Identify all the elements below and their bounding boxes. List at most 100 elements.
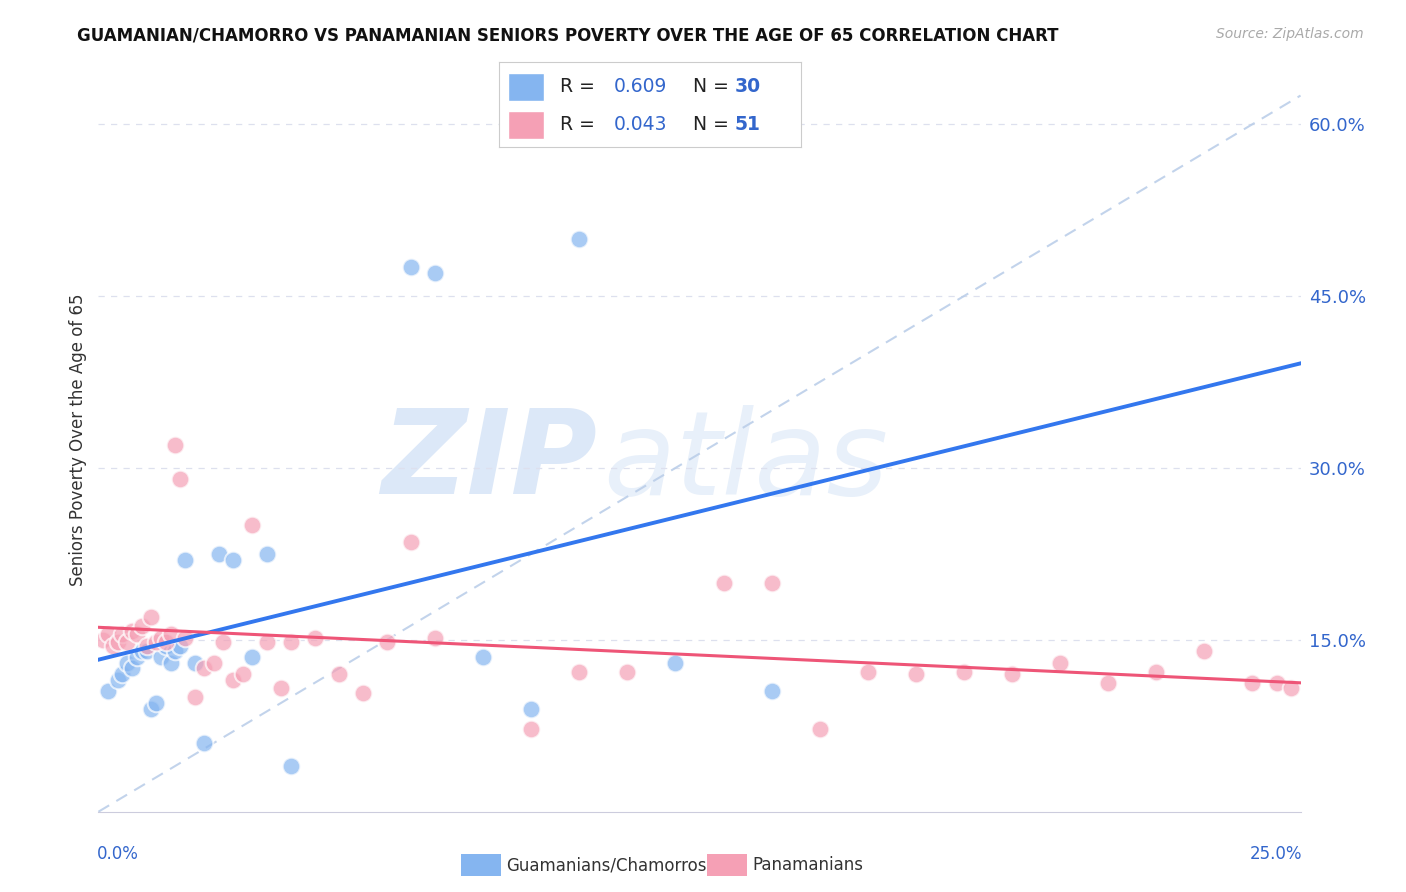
Point [1265,676,1288,690]
Point [232,667,254,681]
Point [423,266,446,280]
Point [183,656,205,670]
Text: 25.0%: 25.0% [1250,846,1302,863]
Point [761,684,783,698]
Point [174,631,197,645]
Point [135,644,157,658]
Point [953,665,976,679]
Text: N =: N = [681,115,734,134]
Point [423,631,446,645]
Y-axis label: Seniors Poverty Over the Age of 65: Seniors Poverty Over the Age of 65 [69,293,87,585]
Point [202,656,225,670]
Text: ZIP: ZIP [381,404,598,519]
Point [107,635,129,649]
FancyBboxPatch shape [508,111,544,139]
Point [520,701,543,715]
Point [208,547,231,561]
Point [159,656,181,670]
Point [222,673,245,687]
Text: R =: R = [560,77,600,95]
Point [222,552,245,566]
Text: N =: N = [681,77,734,95]
Point [101,639,124,653]
Point [97,684,120,698]
Point [1097,676,1119,690]
Point [399,260,422,275]
Point [165,644,187,658]
Point [240,518,263,533]
Text: 0.609: 0.609 [614,77,668,95]
Text: Guamanians/Chamorros: Guamanians/Chamorros [506,856,707,874]
Point [125,650,148,665]
Point [280,759,302,773]
Text: R =: R = [560,115,600,134]
Point [1241,676,1264,690]
Point [131,619,153,633]
Point [713,575,735,590]
Point [97,627,120,641]
Point [399,535,422,549]
Text: 51: 51 [735,115,761,134]
Point [169,639,191,653]
Point [149,650,172,665]
Point [135,639,157,653]
Point [280,635,302,649]
Point [169,472,191,486]
Point [155,639,177,653]
Point [1144,665,1167,679]
Text: GUAMANIAN/CHAMORRO VS PANAMANIAN SENIORS POVERTY OVER THE AGE OF 65 CORRELATION : GUAMANIAN/CHAMORRO VS PANAMANIAN SENIORS… [77,27,1059,45]
Point [904,667,927,681]
Point [808,723,831,737]
Point [761,575,783,590]
Point [145,696,167,710]
Point [328,667,350,681]
Point [111,627,134,641]
Point [91,632,114,647]
Point [472,650,495,665]
Point [121,661,143,675]
Point [141,701,163,715]
Point [131,644,153,658]
Point [121,624,143,638]
Point [193,661,215,675]
Point [117,635,139,649]
Point [1001,667,1024,681]
Point [568,232,591,246]
Point [117,656,139,670]
Point [145,635,167,649]
Text: 0.043: 0.043 [614,115,668,134]
Point [193,736,215,750]
Point [1279,681,1302,695]
Text: 30: 30 [735,77,761,95]
Point [155,635,177,649]
Point [270,681,292,695]
Text: atlas: atlas [603,405,889,518]
Point [149,631,172,645]
Point [616,665,638,679]
Point [304,631,326,645]
Point [240,650,263,665]
Point [174,552,197,566]
Point [520,723,543,737]
Text: Source: ZipAtlas.com: Source: ZipAtlas.com [1216,27,1364,41]
Point [1194,644,1216,658]
Text: 0.0%: 0.0% [97,846,139,863]
Text: Panamanians: Panamanians [752,856,863,874]
Point [256,547,278,561]
Point [141,610,163,624]
Point [125,627,148,641]
Point [568,665,591,679]
Point [1049,656,1071,670]
Point [664,656,686,670]
FancyBboxPatch shape [508,72,544,101]
Point [856,665,879,679]
Point [375,635,398,649]
Point [183,690,205,705]
Point [256,635,278,649]
Point [165,438,187,452]
Point [212,635,235,649]
Point [352,685,374,699]
Point [107,673,129,687]
Point [111,667,134,681]
Point [159,627,181,641]
